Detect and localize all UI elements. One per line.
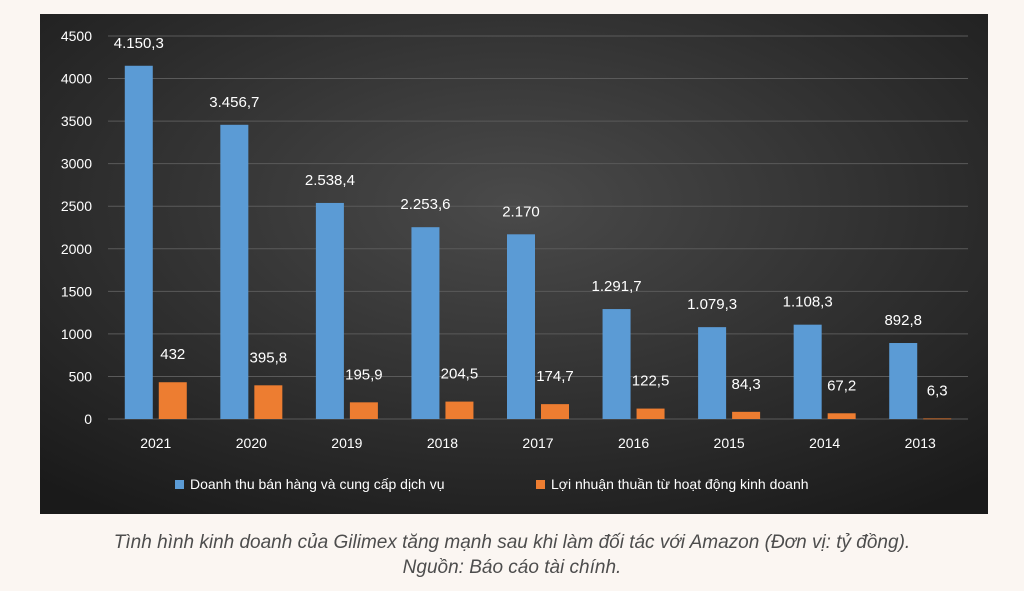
- y-tick-label: 4000: [61, 71, 92, 87]
- x-tick-label: 2013: [905, 435, 936, 451]
- data-label-profit: 84,3: [732, 376, 761, 393]
- bar-profit: [254, 385, 283, 419]
- x-axis: 2021 2020 2019 2018 2017 2016 2015 2014 2013: [140, 435, 936, 451]
- data-label-profit: 395,8: [250, 349, 288, 366]
- y-tick-label: 2500: [61, 198, 92, 214]
- y-tick-label: 4500: [61, 28, 92, 44]
- bar-revenue: [698, 327, 727, 419]
- bar-revenue: [602, 309, 631, 419]
- bar-profit: [923, 418, 952, 420]
- figure-caption: Tình hình kinh doanh của Gilimex tăng mạ…: [0, 530, 1024, 580]
- data-label-revenue: 1.079,3: [687, 296, 737, 313]
- bar-profit: [445, 401, 474, 419]
- data-label-revenue: 892,8: [884, 312, 922, 329]
- x-tick-label: 2015: [714, 435, 745, 451]
- x-tick-label: 2020: [236, 435, 267, 451]
- y-tick-label: 1500: [61, 283, 92, 299]
- bar-chart: 0 500 1000 1500 2000 2500 3000 3500 4000 4500 4.1…: [40, 14, 988, 514]
- legend-label-revenue: Doanh thu bán hàng và cung cấp dịch vụ: [190, 476, 445, 492]
- chart-panel: 0 500 1000 1500 2000 2500 3000 3500 4000 4500 4.1…: [40, 14, 988, 514]
- data-label-revenue: 2.170: [502, 203, 540, 220]
- data-label-profit: 6,3: [927, 382, 948, 399]
- bar-profit: [732, 411, 761, 419]
- data-label-profit: 195,9: [345, 366, 383, 383]
- y-tick-label: 500: [69, 368, 93, 384]
- legend-swatch-revenue: [175, 480, 184, 489]
- y-axis: 0 500 1000 1500 2000 2500 3000 3500 4000 4500: [61, 28, 92, 427]
- bar-revenue: [220, 124, 249, 420]
- data-label-revenue: 4.150,3: [114, 35, 164, 52]
- bar-profit: [636, 408, 665, 419]
- caption-line-2: Nguồn: Báo cáo tài chính.: [402, 557, 622, 578]
- bar-revenue: [315, 202, 344, 419]
- data-label-revenue: 3.456,7: [209, 94, 259, 111]
- y-tick-label: 0: [84, 411, 92, 427]
- legend-swatch-profit: [536, 480, 545, 489]
- data-label-revenue: 2.538,4: [305, 172, 355, 189]
- caption-line-1: Tình hình kinh doanh của Gilimex tăng mạ…: [113, 532, 911, 553]
- bar-profit: [349, 402, 378, 419]
- bar-revenue: [889, 343, 918, 419]
- data-label-profit: 204,5: [441, 366, 479, 383]
- bars: [124, 65, 952, 420]
- y-tick-label: 1000: [61, 326, 92, 342]
- bar-profit: [158, 382, 187, 419]
- data-label-profit: 432: [160, 346, 185, 363]
- data-label-revenue: 1.108,3: [783, 294, 833, 311]
- gridlines: [108, 35, 968, 420]
- x-tick-label: 2018: [427, 435, 458, 451]
- data-label-revenue: 2.253,6: [400, 196, 450, 213]
- bar-revenue: [793, 324, 822, 419]
- legend-label-profit: Lợi nhuận thuần từ hoạt động kinh doanh: [551, 476, 809, 492]
- data-label-profit: 174,7: [536, 368, 574, 385]
- x-tick-label: 2021: [140, 435, 171, 451]
- y-tick-label: 3000: [61, 156, 92, 172]
- x-tick-label: 2014: [809, 435, 840, 451]
- y-tick-label: 3500: [61, 113, 92, 129]
- bar-profit: [827, 413, 856, 419]
- bar-revenue: [124, 65, 153, 419]
- data-label-profit: 67,2: [827, 377, 856, 394]
- data-label-profit: 122,5: [632, 373, 670, 390]
- bar-revenue: [411, 227, 440, 419]
- data-labels: 4.150,3 432 3.456,7 395,8 2.538,4 195,9 2.253,…: [114, 35, 948, 400]
- x-tick-label: 2017: [522, 435, 553, 451]
- x-tick-label: 2019: [331, 435, 362, 451]
- data-label-revenue: 1.291,7: [592, 278, 642, 295]
- legend: Doanh thu bán hàng và cung cấp dịch vụ L…: [175, 476, 809, 492]
- bar-revenue: [507, 234, 535, 419]
- y-tick-label: 2000: [61, 241, 92, 257]
- bar-profit: [541, 404, 569, 419]
- x-tick-label: 2016: [618, 435, 649, 451]
